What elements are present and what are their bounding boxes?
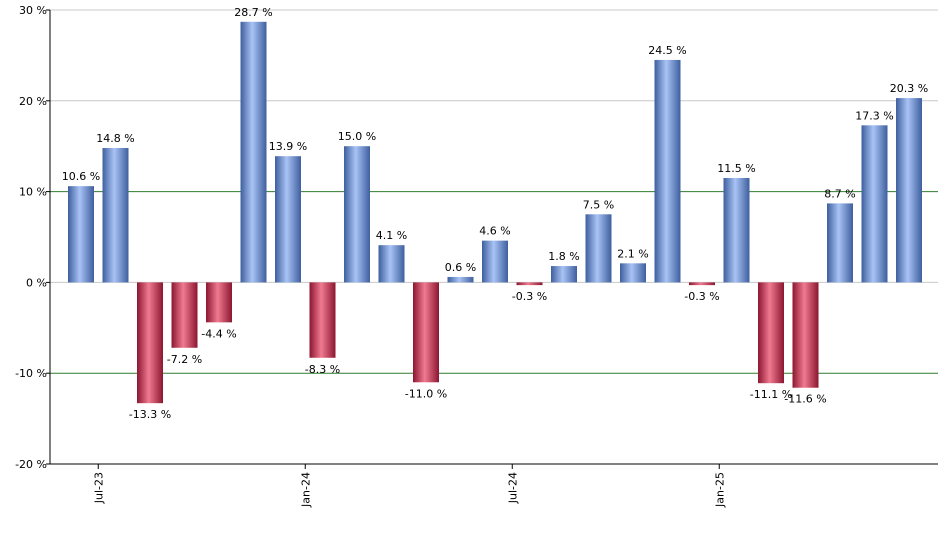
bar-value-label: 28.7 % <box>234 6 272 19</box>
bar-value-label: -0.3 % <box>684 290 719 303</box>
bar-value-label: 14.8 % <box>96 132 134 145</box>
bar-value-label: 15.0 % <box>338 130 376 143</box>
y-tick-label: -20 % <box>15 458 47 471</box>
bar-value-label: 0.6 % <box>445 261 476 274</box>
bar <box>620 263 646 283</box>
bar-value-label: 20.3 % <box>890 82 928 95</box>
bar-value-label: 24.5 % <box>648 44 686 57</box>
axes <box>46 9 938 469</box>
bar-value-label: -11.6 % <box>784 393 826 406</box>
bar <box>378 245 405 283</box>
y-tick-label: 10 % <box>19 186 47 199</box>
bar <box>240 21 267 283</box>
x-tick-label: Jul-23 <box>92 472 105 504</box>
bar <box>827 203 853 283</box>
bar <box>137 282 163 404</box>
bar <box>585 214 612 283</box>
bar-value-label: 2.1 % <box>617 247 648 260</box>
y-tick-label: 20 % <box>19 95 47 108</box>
bar-value-label: 7.5 % <box>583 198 614 211</box>
bar <box>896 98 922 283</box>
bar-value-label: -13.3 % <box>129 408 171 421</box>
bar <box>309 282 336 358</box>
bars <box>68 21 922 404</box>
bar-value-label: -11.1 % <box>750 388 792 401</box>
data-labels: 10.6 % 14.8 % -13.3 % -7.2 % -4.4 % 28.7 % 13.… <box>62 6 928 421</box>
bar-value-label: -7.2 % <box>167 353 202 366</box>
bar <box>861 125 888 283</box>
y-tick-label: 30 % <box>19 4 47 17</box>
bar-value-label: 1.8 % <box>548 250 579 263</box>
bar <box>447 276 474 283</box>
x-tick-label: Jul-24 <box>506 472 519 504</box>
bar-value-label: -4.4 % <box>201 327 236 340</box>
bar <box>206 282 232 323</box>
y-tick-labels: 30 % 20 % 10 % 0 % -10 % -20 % <box>15 4 47 471</box>
y-tick-label: 0 % <box>26 276 47 289</box>
bar-value-label: 10.6 % <box>62 170 100 183</box>
bar <box>102 148 129 283</box>
x-tick-labels: Jul-23 Jan-24 Jul-24 Jan-25 <box>92 472 726 508</box>
bar-value-label: 4.6 % <box>479 225 510 238</box>
y-tick-label: -10 % <box>15 367 47 380</box>
bar <box>171 282 198 348</box>
bar-value-label: -11.0 % <box>405 387 447 400</box>
bar <box>654 59 681 283</box>
bar-value-label: 13.9 % <box>269 140 307 153</box>
bar <box>516 282 543 286</box>
bar-value-label: -0.3 % <box>512 290 547 303</box>
bar <box>551 266 577 283</box>
bar <box>413 282 439 383</box>
bar <box>482 240 508 283</box>
bar <box>689 282 715 286</box>
bar <box>792 282 819 388</box>
grid-lines <box>50 9 938 374</box>
bar-value-label: -8.3 % <box>305 363 340 376</box>
bar <box>68 186 94 283</box>
x-tick-label: Jan-25 <box>713 472 726 508</box>
bar-value-label: 17.3 % <box>855 109 893 122</box>
bar-value-label: 11.5 % <box>717 162 755 175</box>
bar <box>758 282 784 384</box>
x-tick-label: Jan-24 <box>299 472 312 508</box>
bar <box>275 156 301 283</box>
bar-value-label: 4.1 % <box>376 229 407 242</box>
bar-value-label: 8.7 % <box>824 187 855 200</box>
bar <box>723 177 750 283</box>
bar <box>344 146 370 283</box>
